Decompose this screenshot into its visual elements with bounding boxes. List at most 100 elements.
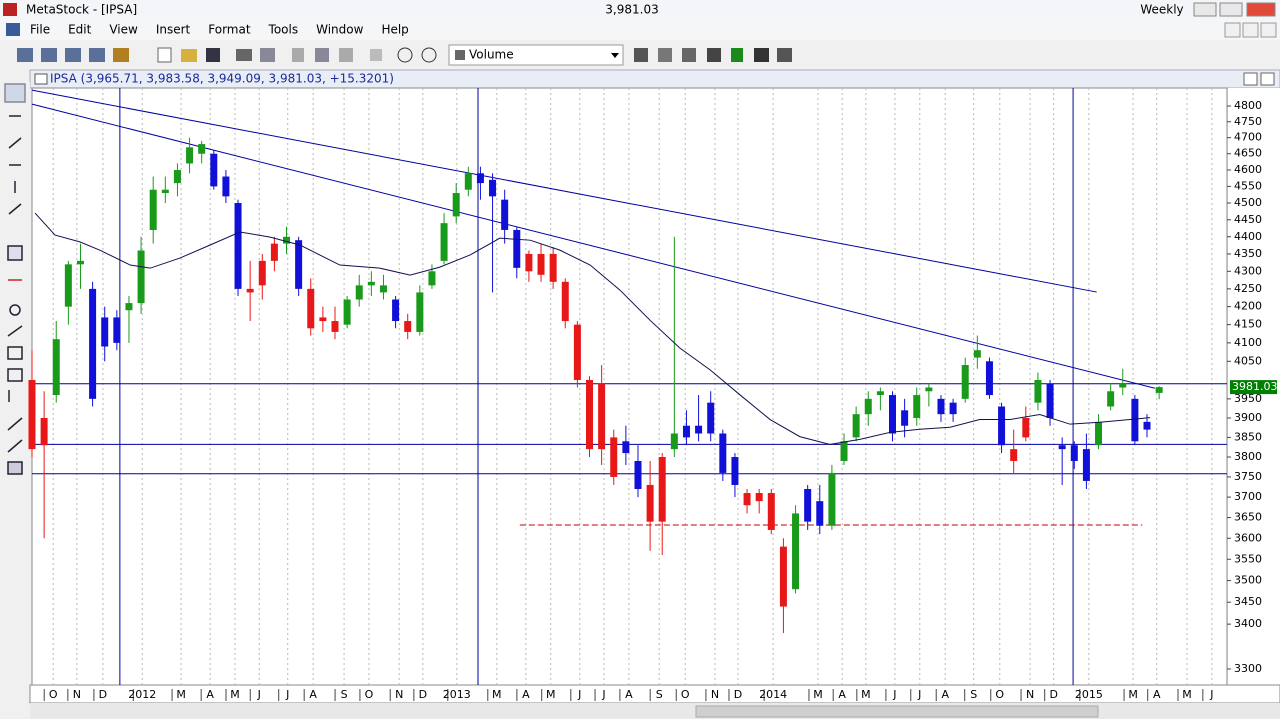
indicator-dropdown[interactable] bbox=[448, 44, 624, 66]
tool-button[interactable] bbox=[682, 48, 696, 62]
chart-restore[interactable] bbox=[1243, 72, 1258, 86]
scroll-thumb[interactable] bbox=[695, 705, 1099, 718]
candle-body bbox=[295, 240, 303, 289]
tool-button[interactable] bbox=[65, 48, 81, 62]
tool[interactable] bbox=[7, 346, 23, 360]
candle-body bbox=[901, 410, 909, 426]
x-tick-label: N bbox=[1026, 688, 1034, 701]
candle-body bbox=[1131, 398, 1139, 442]
drawing-tools[interactable] bbox=[4, 83, 26, 475]
tool-button[interactable] bbox=[731, 48, 743, 62]
y-tick-label: 3750 bbox=[1234, 470, 1262, 483]
tool-button[interactable] bbox=[113, 48, 129, 62]
y-tick-label: 3950 bbox=[1234, 392, 1262, 405]
tool-button[interactable] bbox=[658, 48, 672, 62]
mdi-close[interactable] bbox=[1260, 22, 1277, 38]
tool-button[interactable] bbox=[181, 49, 197, 62]
tool[interactable] bbox=[7, 325, 23, 337]
tool-button[interactable] bbox=[421, 47, 437, 63]
x-tick-label: J bbox=[1209, 688, 1213, 701]
y-tick-label: 3550 bbox=[1234, 552, 1262, 565]
candle-body bbox=[767, 493, 775, 530]
menu-item[interactable]: File bbox=[30, 23, 50, 37]
tool[interactable] bbox=[8, 203, 22, 215]
menu-item[interactable]: Format bbox=[208, 23, 251, 37]
menu-item[interactable]: Insert bbox=[156, 23, 191, 37]
y-tick-label: 4150 bbox=[1234, 318, 1262, 331]
mdi-restore[interactable] bbox=[1242, 22, 1259, 38]
minimize-button[interactable] bbox=[1193, 2, 1217, 17]
tool-button[interactable] bbox=[41, 48, 57, 62]
chart-close[interactable] bbox=[1260, 72, 1275, 86]
candle-body bbox=[913, 395, 921, 419]
y-tick-label: 4100 bbox=[1234, 336, 1262, 349]
candle-body bbox=[1082, 449, 1090, 481]
candle-body bbox=[961, 365, 969, 399]
window-title: MetaStock - [IPSA] bbox=[26, 3, 137, 17]
menu-item[interactable]: Help bbox=[381, 23, 408, 37]
x-tick-label: D bbox=[734, 688, 742, 701]
tool-button[interactable] bbox=[157, 47, 172, 63]
tool[interactable] bbox=[7, 245, 23, 261]
window-buttons[interactable] bbox=[1193, 2, 1276, 17]
indicator-name[interactable]: Volume bbox=[469, 48, 514, 62]
tool[interactable] bbox=[7, 417, 23, 431]
toolbar-icons[interactable] bbox=[17, 47, 792, 63]
candle-body bbox=[76, 260, 84, 265]
tool-button[interactable] bbox=[206, 48, 220, 62]
tool-button[interactable] bbox=[89, 48, 105, 62]
tool-button[interactable] bbox=[707, 48, 721, 62]
tool-button[interactable] bbox=[17, 48, 33, 62]
pointer-tool[interactable] bbox=[4, 83, 26, 103]
y-tick-label: 3400 bbox=[1234, 617, 1262, 630]
tool-button[interactable] bbox=[634, 48, 648, 62]
tool-button[interactable] bbox=[339, 48, 353, 62]
tool-button[interactable] bbox=[754, 48, 769, 62]
candle-body bbox=[743, 493, 751, 506]
x-tick-label: S bbox=[656, 688, 663, 701]
trendline bbox=[31, 103, 1156, 389]
tool-button[interactable] bbox=[260, 48, 275, 62]
y-tick-label: 4750 bbox=[1234, 115, 1262, 128]
mdi-buttons[interactable] bbox=[1224, 22, 1277, 38]
menu-item[interactable]: Tools bbox=[268, 23, 299, 37]
candle-body bbox=[804, 488, 812, 522]
tool-button[interactable] bbox=[397, 47, 413, 63]
menu-item[interactable]: View bbox=[109, 23, 138, 37]
menu-bar bbox=[0, 19, 1280, 40]
tool[interactable] bbox=[7, 461, 23, 475]
y-tick-label: 4450 bbox=[1234, 213, 1262, 226]
tool[interactable] bbox=[9, 304, 21, 316]
tool-button[interactable] bbox=[315, 48, 329, 62]
tool-button[interactable] bbox=[370, 49, 382, 61]
candle-body bbox=[319, 317, 327, 322]
candle-body bbox=[864, 398, 872, 415]
dropdown-arrow[interactable] bbox=[611, 53, 619, 58]
candle-body bbox=[622, 441, 630, 454]
candle-body bbox=[64, 264, 72, 307]
x-tick-label: M bbox=[546, 688, 556, 701]
tool-button[interactable] bbox=[236, 49, 252, 61]
periodicity[interactable]: Weekly bbox=[1140, 3, 1183, 17]
candle-body bbox=[476, 173, 484, 184]
tool[interactable] bbox=[7, 368, 23, 382]
candle-body bbox=[40, 418, 48, 446]
candle-body bbox=[1046, 383, 1054, 419]
menu-item[interactable]: Edit bbox=[68, 23, 92, 37]
tool[interactable] bbox=[8, 137, 22, 149]
mdi-minimize[interactable] bbox=[1224, 22, 1241, 38]
tool[interactable] bbox=[7, 439, 23, 453]
y-tick-label: 3300 bbox=[1234, 662, 1262, 675]
menu-item[interactable]: Window bbox=[316, 23, 364, 37]
restore-button[interactable] bbox=[1219, 2, 1243, 17]
candle-body bbox=[379, 285, 387, 293]
tool-button[interactable] bbox=[777, 48, 792, 62]
candle-body bbox=[270, 243, 278, 261]
candle-body bbox=[452, 193, 460, 217]
y-tick-label: 4250 bbox=[1234, 282, 1262, 295]
tool-button[interactable] bbox=[292, 48, 304, 62]
close-button[interactable] bbox=[1246, 2, 1276, 17]
candle-body bbox=[634, 460, 642, 489]
x-tick-label: J bbox=[285, 688, 289, 701]
